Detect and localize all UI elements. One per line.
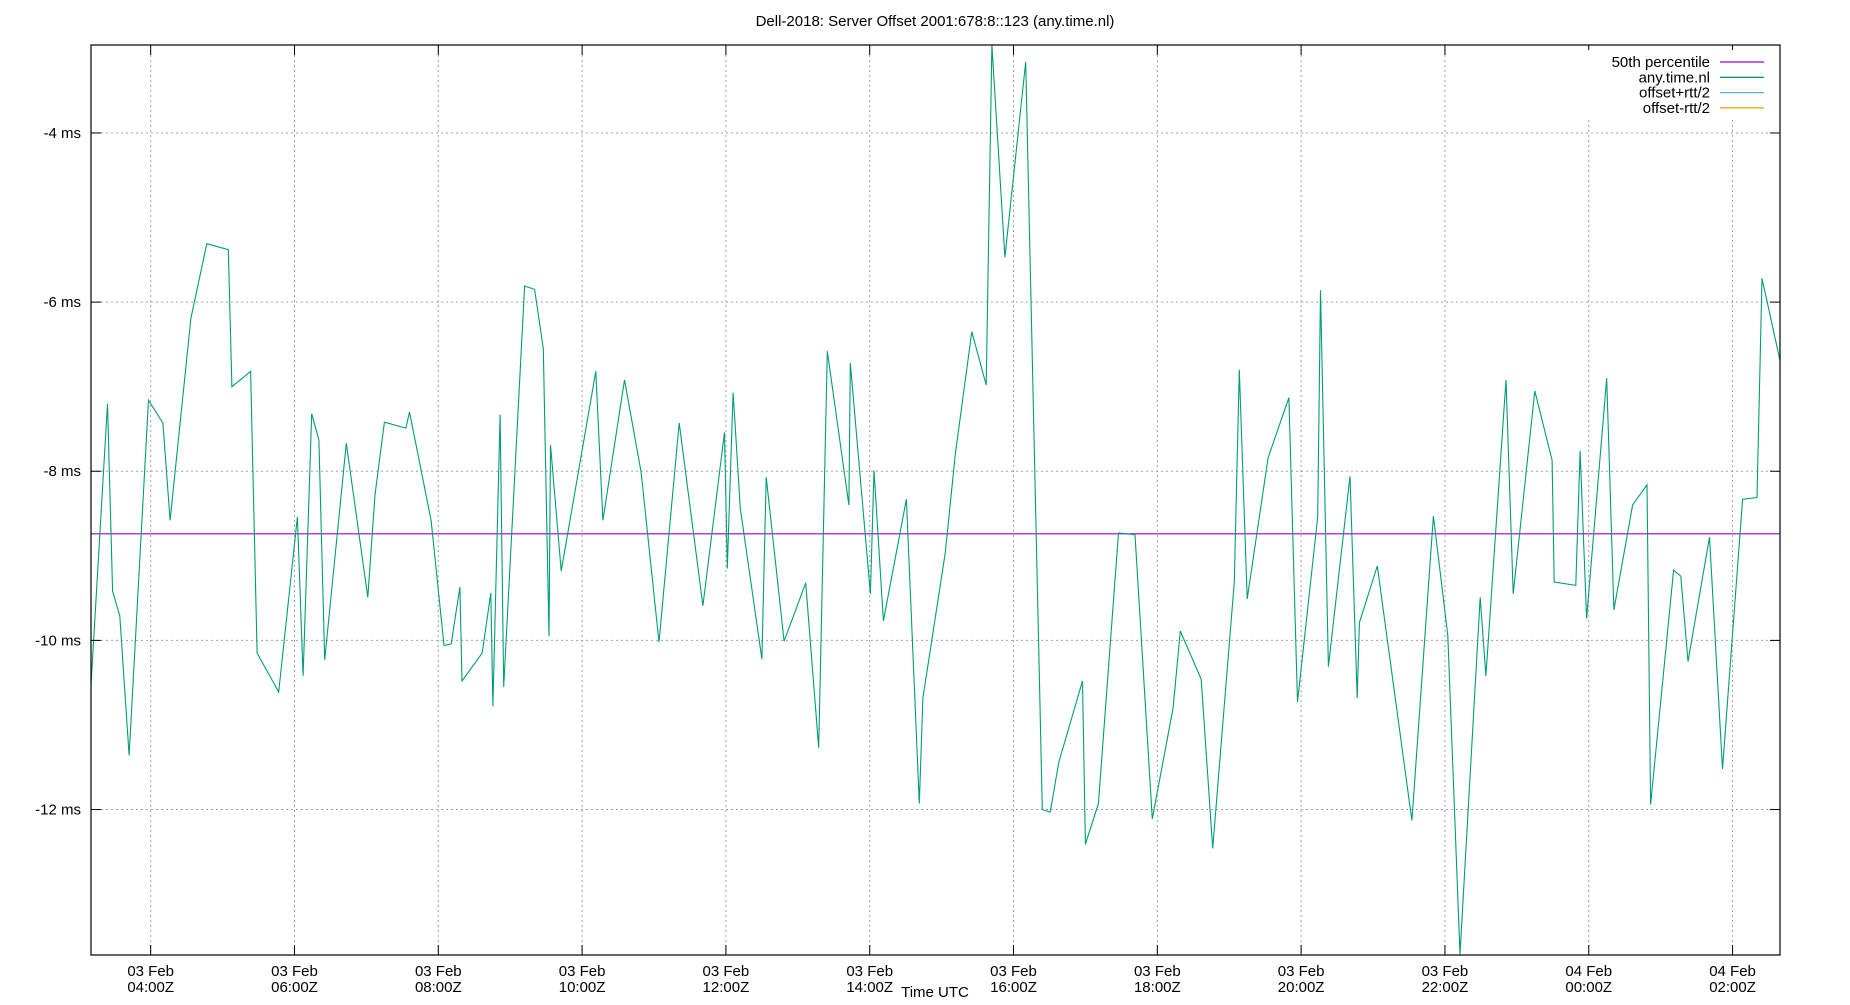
y-tick-label: -6 ms — [44, 294, 82, 311]
legend-label: offset-rtt/2 — [1643, 100, 1710, 117]
y-tick-label: -12 ms — [35, 802, 81, 819]
x-tick-label: 04 Feb — [1709, 963, 1756, 980]
x-axis-label: Time UTC — [901, 984, 969, 1000]
x-tick-label: 03 Feb — [846, 963, 893, 980]
x-tick-label: 20:00Z — [1278, 979, 1325, 996]
x-tick-label: 06:00Z — [271, 979, 318, 996]
x-tick-label: 14:00Z — [846, 979, 893, 996]
x-tick-label: 10:00Z — [559, 979, 606, 996]
x-tick-label: 04 Feb — [1565, 963, 1612, 980]
x-tick-label: 03 Feb — [559, 963, 606, 980]
grid — [91, 45, 1780, 955]
legend: 50th percentileany.time.nloffset+rtt/2of… — [1560, 50, 1775, 120]
plot-frame — [91, 45, 1780, 955]
y-tick-label: -8 ms — [44, 463, 82, 480]
y-tick-label: -4 ms — [44, 125, 82, 142]
x-tick-label: 03 Feb — [415, 963, 462, 980]
x-tick-label: 03 Feb — [703, 963, 750, 980]
x-tick-label: 03 Feb — [990, 963, 1037, 980]
x-tick-label: 12:00Z — [703, 979, 750, 996]
x-tick-label: 03 Feb — [1422, 963, 1469, 980]
y-tick-label: -10 ms — [35, 632, 81, 649]
x-tick-label: 03 Feb — [271, 963, 318, 980]
series-line — [91, 45, 1780, 954]
data-series — [91, 45, 1780, 954]
x-tick-label: 08:00Z — [415, 979, 462, 996]
x-tick-label: 04:00Z — [127, 979, 174, 996]
x-tick-label: 03 Feb — [1134, 963, 1181, 980]
x-tick-label: 03 Feb — [127, 963, 174, 980]
x-tick-label: 02:00Z — [1709, 979, 1756, 996]
chart-title: Dell-2018: Server Offset 2001:678:8::123… — [756, 13, 1115, 30]
x-tick-label: 00:00Z — [1565, 979, 1612, 996]
x-tick-label: 03 Feb — [1278, 963, 1325, 980]
x-tick-label: 22:00Z — [1422, 979, 1469, 996]
x-tick-label: 16:00Z — [990, 979, 1037, 996]
x-tick-label: 18:00Z — [1134, 979, 1181, 996]
